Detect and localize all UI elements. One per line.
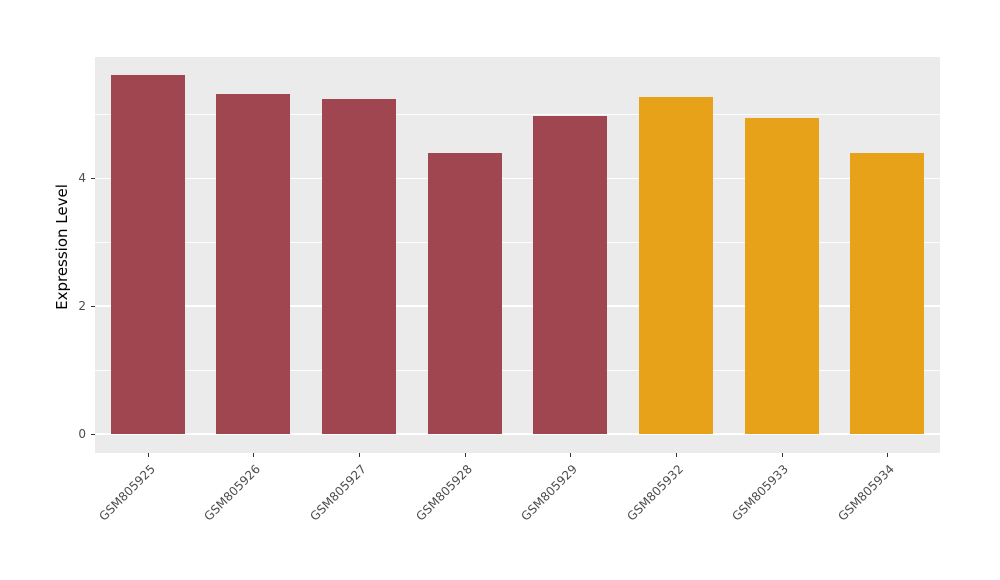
x-tick-label: GSM805932	[624, 462, 686, 524]
x-tick-label: GSM805934	[835, 462, 898, 524]
gridline-minor	[95, 114, 940, 115]
x-axis-tick	[464, 453, 466, 457]
bar	[427, 152, 502, 434]
y-tick-label: 4	[78, 171, 86, 186]
x-axis-tick	[887, 453, 889, 457]
x-axis-tick	[359, 453, 361, 457]
y-axis-tick	[91, 433, 95, 435]
bar	[216, 94, 291, 434]
gridline-minor	[95, 241, 940, 243]
y-tick-label: 2	[78, 299, 86, 314]
gridline-major	[95, 305, 940, 307]
x-axis-tick	[253, 453, 255, 457]
panel	[95, 57, 940, 453]
gridline-major	[95, 177, 940, 180]
bar	[850, 152, 925, 434]
x-axis-tick	[147, 453, 149, 457]
x-tick-label: GSM805925	[96, 462, 158, 524]
y-axis-title: Expression Level	[53, 184, 71, 310]
y-axis-tick	[91, 178, 95, 180]
gridline-major	[95, 433, 940, 435]
bar	[322, 98, 397, 434]
y-tick-label: 0	[78, 426, 86, 441]
bar	[533, 116, 608, 434]
x-tick-label: GSM805933	[729, 462, 792, 524]
bar	[638, 96, 713, 434]
gridline-minor	[95, 369, 940, 371]
x-axis-tick	[781, 453, 783, 457]
x-axis-tick	[570, 453, 572, 457]
x-tick-label: GSM805929	[518, 462, 581, 524]
x-tick-label: GSM805927	[307, 462, 369, 524]
x-axis-tick	[675, 453, 677, 457]
bar	[744, 117, 819, 434]
y-axis-tick	[91, 306, 95, 308]
bar	[110, 74, 185, 434]
x-tick-label: GSM805926	[201, 462, 264, 524]
x-tick-label: GSM805928	[413, 462, 475, 524]
